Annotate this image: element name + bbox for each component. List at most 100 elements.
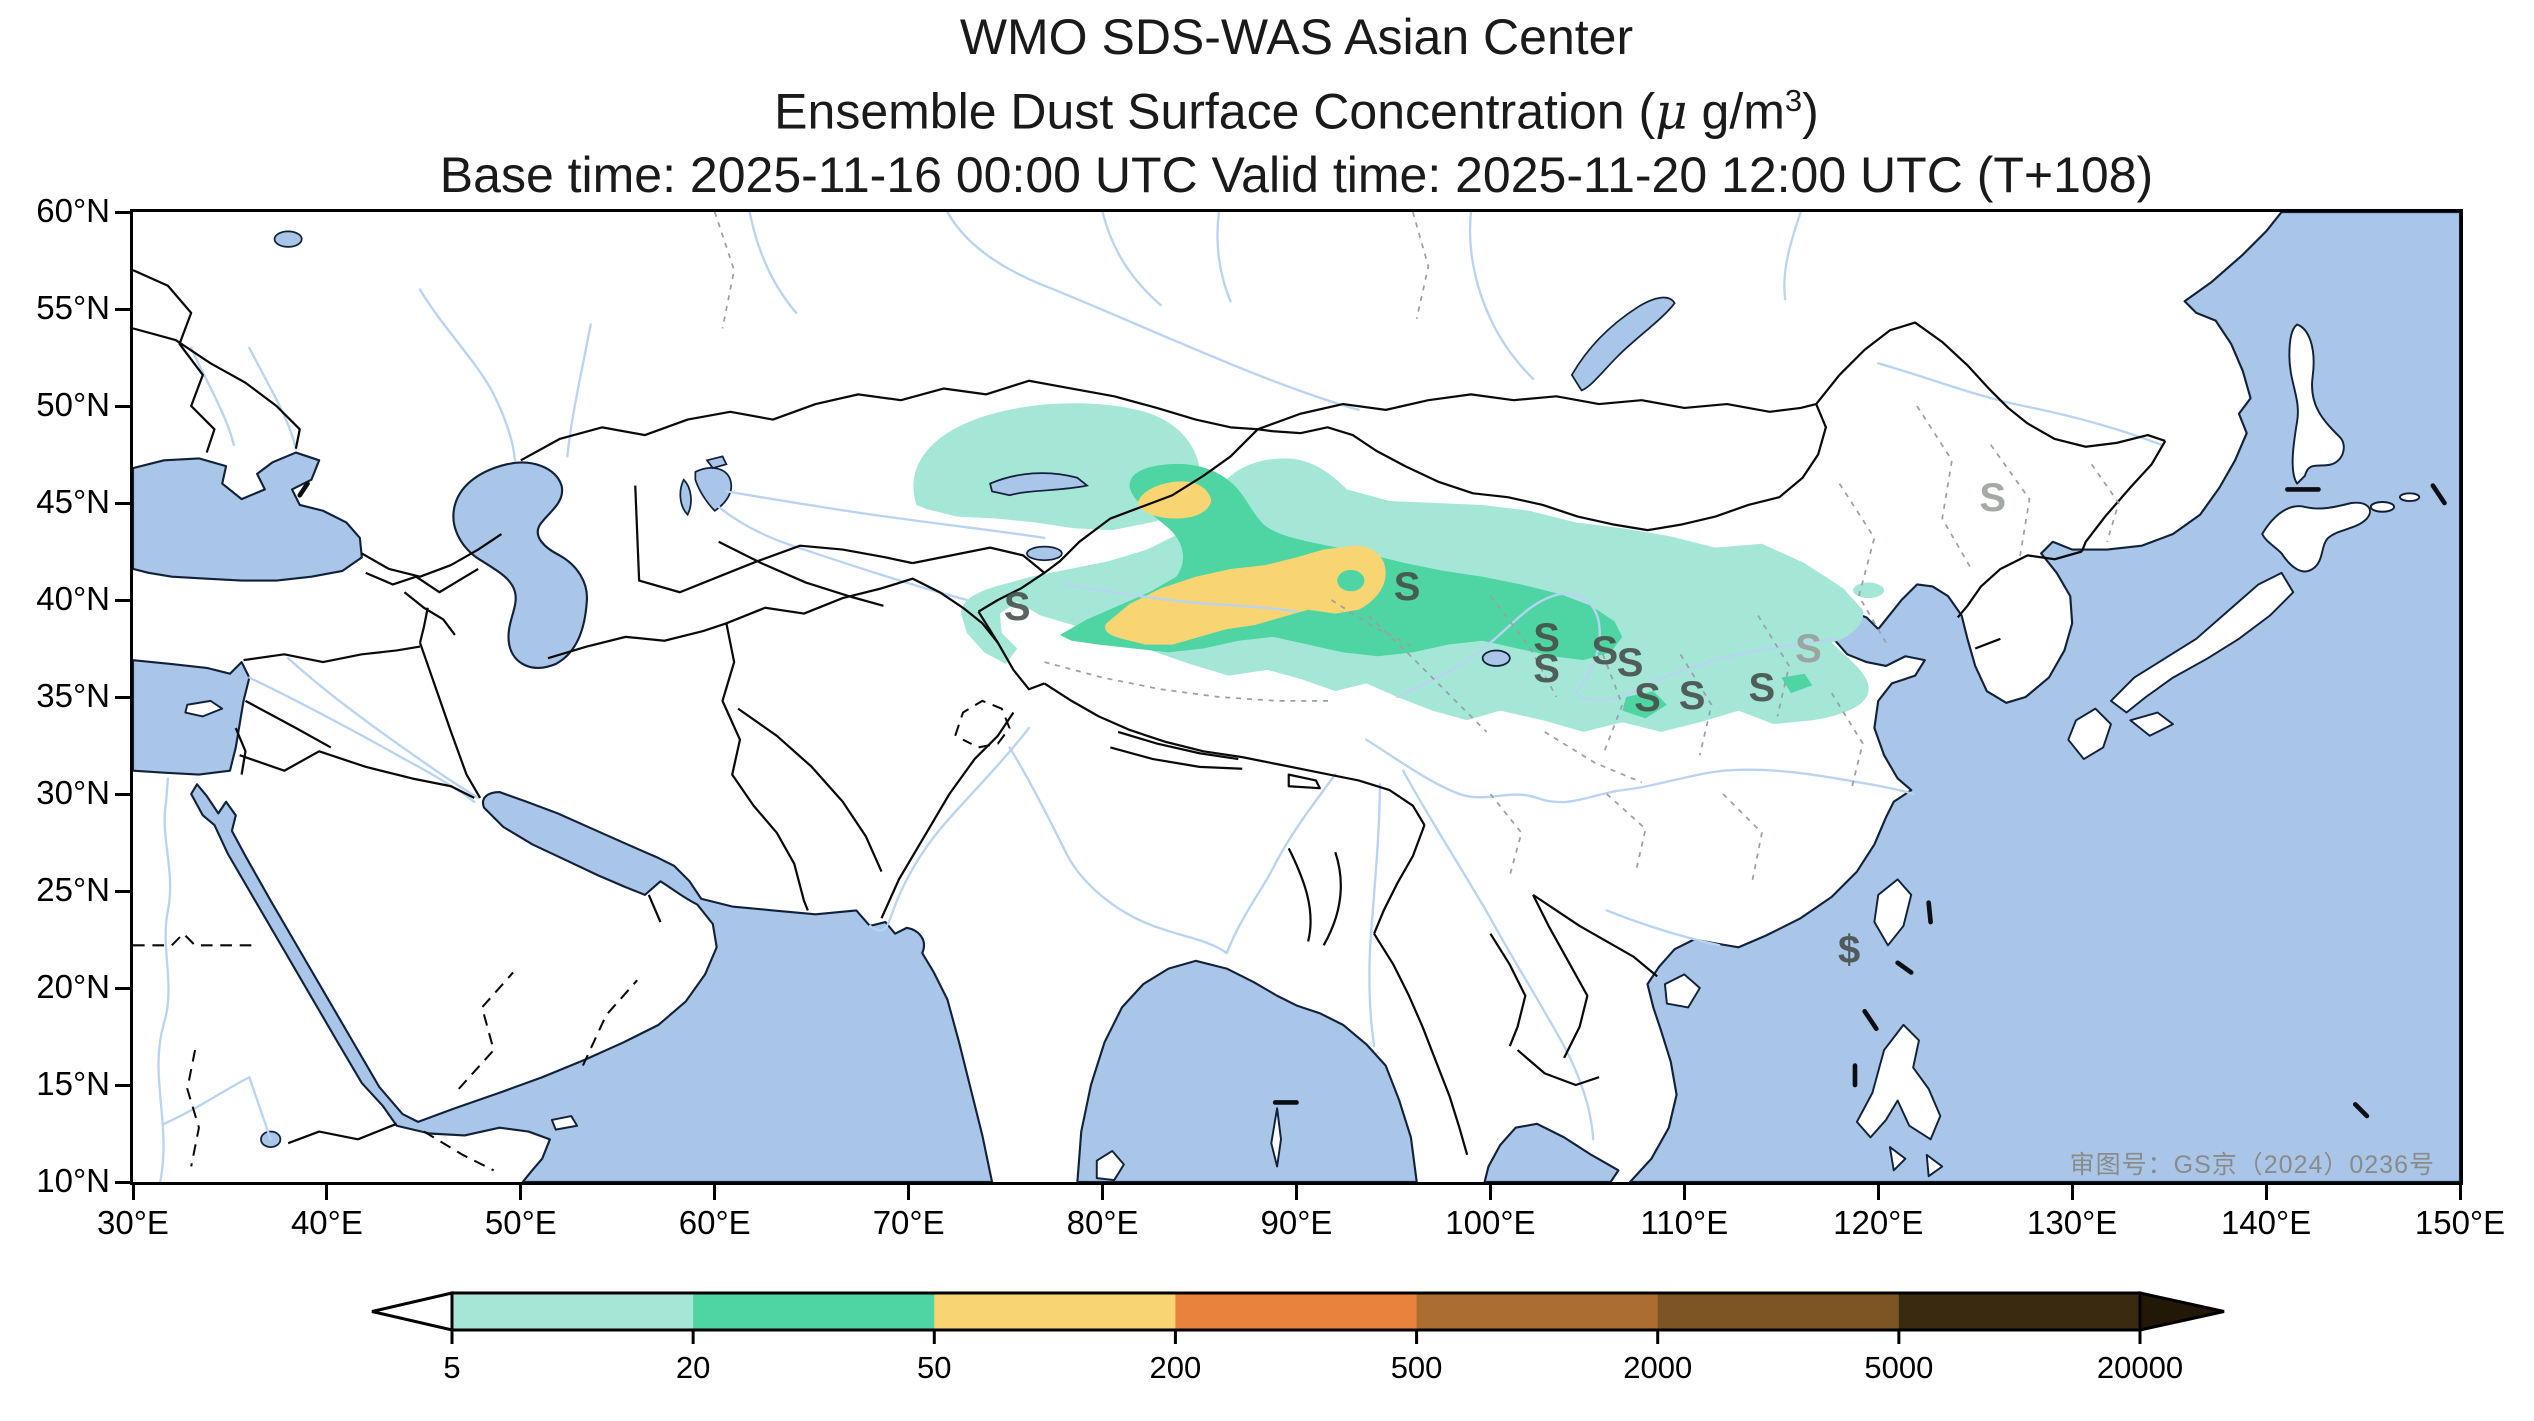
indus-river — [868, 726, 1031, 932]
border-tajikistan — [962, 606, 999, 644]
border-east-europe — [133, 269, 216, 453]
border-india-china-himalaya — [1043, 682, 1426, 826]
y-tick-mark — [115, 404, 130, 408]
x-tick-mark — [2070, 1185, 2074, 1200]
border-china-kyrgyzstan — [977, 571, 1046, 613]
colorbar-tick-label: 200 — [1149, 1350, 1202, 1385]
philippine-islet-2 — [1925, 1153, 1944, 1178]
title-line-1: WMO SDS-WAS Asian Center — [959, 9, 1634, 65]
border-vietnam-laos — [1532, 894, 1589, 1059]
country-borders-layer — [133, 269, 2167, 1156]
map-svg — [133, 212, 2460, 1182]
kuril-boundary-dash — [2430, 483, 2447, 506]
lake-baikal — [1570, 296, 1676, 392]
pearl-river — [1605, 909, 1721, 947]
colorbar-tick-label: 20000 — [2096, 1350, 2184, 1385]
x-tick-label: 50°E — [484, 1204, 557, 1241]
province-line-10 — [1830, 692, 1864, 791]
colorbar-tick-label: 20 — [675, 1350, 711, 1385]
x-tick-mark — [1682, 1185, 1686, 1200]
border-saudi-oman-dashed — [581, 979, 638, 1067]
dust-contour-20-east-patch — [1781, 673, 1813, 694]
x-tick-mark — [1876, 1185, 1880, 1200]
colorbar-tick-label: 500 — [1390, 1350, 1443, 1385]
x-tick-label: 110°E — [1640, 1204, 1729, 1241]
province-line-5 — [1489, 595, 1558, 698]
ganges-river — [1008, 746, 1228, 955]
gulf-of-thailand — [1483, 1122, 1620, 1182]
amu-darya-river — [717, 505, 969, 602]
y-tick-label: 10°N — [36, 1162, 110, 1199]
border-india-myanmar — [1373, 824, 1426, 935]
dust-contour-50-tarim — [1105, 545, 1386, 645]
y-tick-label: 35°N — [36, 677, 110, 714]
siberian-river-1 — [748, 212, 798, 315]
map-canvas[interactable]: 审图号：GS京（2024）0236号 S S S S S S S S S S S $ — [130, 209, 2463, 1185]
x-tick-label: 70°E — [872, 1204, 945, 1241]
x-tick-mark — [131, 1185, 135, 1200]
nine-dash-line-3 — [1862, 1008, 1879, 1032]
luzon-island — [1855, 1023, 1942, 1141]
map-review-number: 审图号：GS京（2024）0236号 — [2069, 1151, 2435, 1179]
colorbar-tick-label: 50 — [917, 1350, 952, 1385]
x-tick-mark — [713, 1185, 717, 1200]
yangtze-river — [1365, 738, 1915, 804]
x-tick-mark — [2458, 1185, 2462, 1200]
border-ethiopia-somalia-dashed — [423, 1130, 495, 1172]
province-line-12 — [1330, 599, 1414, 648]
x-tick-label: 100°E — [1445, 1204, 1536, 1241]
y-tick-mark — [115, 210, 130, 214]
border-china-north-korea — [1956, 550, 2083, 619]
caspian-sea — [452, 461, 588, 669]
x-tick-mark — [907, 1185, 911, 1200]
hokkaido-island — [2261, 501, 2371, 573]
dust-contour-5-bohai-patch — [1853, 582, 1885, 599]
title-line-3: Base time: 2025-11-16 00:00 UTC Valid ti… — [439, 146, 2154, 203]
colorbar — [371, 1291, 2225, 1344]
border-iran-afghanistan-pakistan — [721, 623, 809, 911]
colorbar-segment — [934, 1293, 1176, 1330]
yenisei-river — [1468, 212, 1535, 381]
border-china-pamir — [977, 611, 1045, 691]
border-afghanistan-north — [725, 577, 964, 625]
border-turkey-iran — [418, 607, 429, 643]
x-tick-label: 150°E — [2414, 1204, 2506, 1241]
colorbar-tick-label: 2000 — [1623, 1350, 1693, 1385]
y-tick-label: 40°N — [36, 580, 110, 617]
border-uzbekistan-turkmenistan — [718, 540, 884, 607]
title-line-2: Ensemble Dust Surface Concentration (μ g… — [774, 82, 1819, 141]
x-tick-label: 40°E — [290, 1204, 363, 1241]
kerch-strait-dash — [297, 481, 310, 498]
blue-nile-river — [162, 1075, 272, 1141]
province-borders-layer — [713, 212, 2120, 882]
aral-sea — [694, 467, 733, 512]
x-tick-label: 30°E — [97, 1204, 169, 1241]
border-iran-iraq — [418, 642, 482, 799]
y-tick-label: 25°N — [36, 871, 110, 908]
irtysh-river — [946, 212, 1360, 412]
y-tick-mark — [115, 889, 130, 893]
y-tick-mark — [115, 986, 130, 990]
border-mongolia-south — [1257, 403, 1828, 532]
andaman-islands — [1270, 1107, 1282, 1168]
kyushu-island — [2067, 707, 2112, 761]
colorbar-segment — [452, 1293, 694, 1330]
x-tick-mark — [1295, 1185, 1298, 1200]
border-eritrea-ethiopia — [287, 1122, 398, 1145]
oblast-line-1 — [713, 212, 736, 329]
lena-river — [1783, 212, 1802, 301]
y-tick-mark — [115, 307, 130, 311]
amur-river — [1877, 362, 2163, 446]
colorbar-tick-label: 5 — [443, 1350, 461, 1385]
border-china-kazakhstan — [1043, 428, 1259, 574]
hainan-island — [1663, 973, 1701, 1009]
border-syria-iraq — [244, 699, 332, 749]
dnieper-river — [190, 346, 236, 446]
taiwan-island — [1873, 878, 1913, 947]
islands-layer — [184, 323, 2421, 1182]
border-bangladesh-east — [1322, 851, 1342, 946]
y-tick-mark — [115, 501, 130, 505]
x-tick-label: 90°E — [1260, 1204, 1333, 1241]
mekong-river — [1401, 769, 1595, 1141]
